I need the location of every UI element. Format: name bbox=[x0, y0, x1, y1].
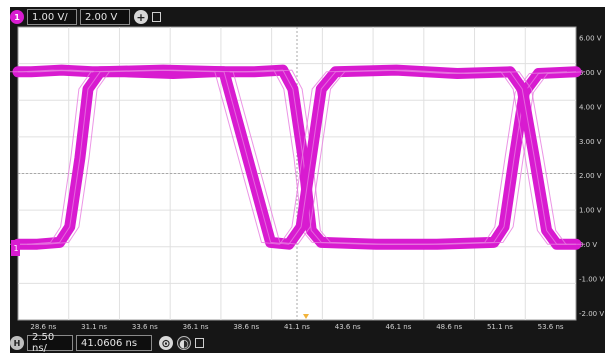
x-tick-label: 48.6 ns bbox=[436, 323, 462, 331]
horizontal-control-bar: H 2.50 ns/ 41.0606 ns ⊙ ◐ bbox=[10, 332, 204, 354]
horizontal-scale-field[interactable]: 2.50 ns/ bbox=[27, 332, 73, 354]
clock-icon[interactable]: ◐ bbox=[177, 336, 191, 350]
horizontal-badge[interactable]: H bbox=[10, 336, 24, 350]
oscilloscope-screen: 1 1.00 V/ 2.00 V + 6.00 V 5.00 V 4.00 V 3.0… bbox=[10, 7, 605, 354]
add-icon[interactable]: + bbox=[134, 10, 148, 24]
x-tick-label: 41.1 ns bbox=[284, 323, 310, 331]
x-axis-labels: 28.6 ns 31.1 ns 33.6 ns 36.1 ns 38.6 ns 41.1 … bbox=[30, 323, 564, 331]
x-tick-label: 53.6 ns bbox=[538, 323, 564, 331]
eye-trace-line bbox=[10, 69, 567, 245]
y-tick-label: 4.00 V bbox=[579, 103, 602, 111]
x-tick-label: 38.6 ns bbox=[233, 323, 259, 331]
eye-trace-line bbox=[27, 69, 586, 245]
x-tick-label: 33.6 ns bbox=[132, 323, 158, 331]
eye-diagram-traces bbox=[10, 64, 586, 250]
y-tick-label: 6.00 V bbox=[579, 34, 602, 42]
zoom-icon[interactable]: ⊙ bbox=[159, 336, 173, 350]
x-tick-label: 43.6 ns bbox=[335, 323, 361, 331]
window-icon[interactable] bbox=[195, 338, 204, 348]
x-tick-label: 31.1 ns bbox=[81, 323, 107, 331]
horizontal-position-field[interactable]: 41.0606 ns bbox=[76, 335, 152, 351]
vertical-scale-field[interactable]: 1.00 V/ bbox=[27, 9, 77, 25]
x-tick-label: 46.1 ns bbox=[386, 323, 412, 331]
y-tick-label: 1.00 V bbox=[579, 207, 602, 215]
eye-trace-line bbox=[18, 69, 576, 245]
y-tick-label: 0.0 V bbox=[579, 241, 597, 249]
y-tick-label: 2.00 V bbox=[579, 172, 602, 180]
y-axis-labels: 6.00 V 5.00 V 4.00 V 3.00 V 2.00 V 1.00 V 0.0 … bbox=[579, 34, 604, 318]
x-tick-label: 51.1 ns bbox=[487, 323, 513, 331]
x-tick-label: 36.1 ns bbox=[183, 323, 209, 331]
ground-marker[interactable]: 1 bbox=[11, 240, 20, 256]
vertical-control-bar: 1 1.00 V/ 2.00 V + bbox=[10, 7, 161, 27]
y-tick-label: 3.00 V bbox=[579, 138, 602, 146]
y-tick-label: 5.00 V bbox=[579, 69, 602, 77]
window-icon[interactable] bbox=[152, 12, 161, 22]
waveform-plot: 6.00 V 5.00 V 4.00 V 3.00 V 2.00 V 1.00 V 0.0 … bbox=[10, 26, 604, 331]
channel-1-badge[interactable]: 1 bbox=[10, 10, 24, 24]
y-tick-label: -1.00 V bbox=[579, 276, 604, 284]
trigger-marker[interactable] bbox=[303, 314, 309, 319]
vertical-offset-field[interactable]: 2.00 V bbox=[80, 9, 130, 25]
x-tick-label: 28.6 ns bbox=[30, 323, 56, 331]
y-tick-label: -2.00 V bbox=[579, 310, 604, 318]
svg-text:1: 1 bbox=[14, 244, 19, 253]
